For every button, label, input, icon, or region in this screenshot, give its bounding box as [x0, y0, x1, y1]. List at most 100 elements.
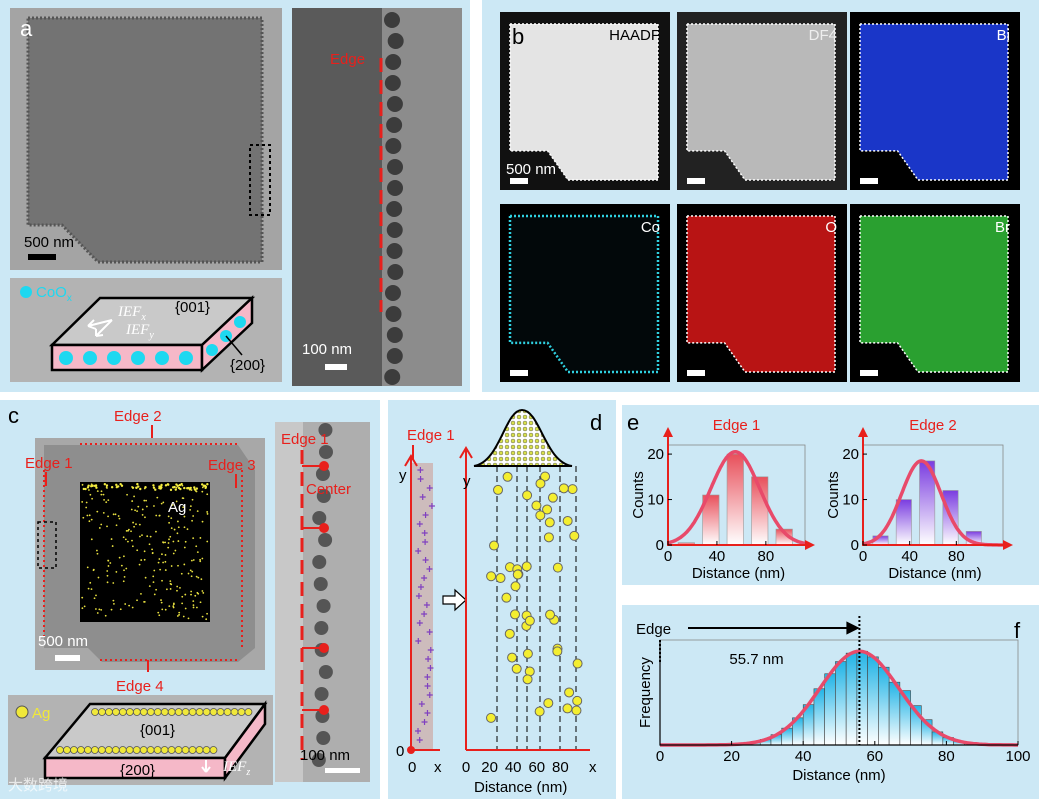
ag-dot: [145, 505, 148, 508]
plus: [417, 476, 424, 482]
nanoparticle: [385, 138, 402, 154]
plus: [417, 467, 424, 473]
legend-label: Ag: [32, 705, 50, 722]
ag-dot: [195, 708, 204, 716]
x-tick-label: 60: [866, 748, 883, 765]
panel-bg: [622, 405, 1039, 585]
ag-dot: [136, 549, 139, 552]
ag-dot: [96, 549, 98, 552]
ag-dot: [165, 588, 168, 591]
ag-dot: [189, 569, 192, 572]
ag-dot: [114, 513, 117, 516]
ag-dot: [170, 527, 173, 530]
ag-dot: [115, 524, 118, 527]
ag-dot: [159, 487, 162, 490]
ag-dot: [167, 708, 176, 716]
scale-bar: [55, 655, 80, 661]
particle-point: [564, 687, 575, 698]
ag-dot: [151, 552, 154, 554]
ag-dot: [94, 608, 97, 610]
panel-label: c: [8, 403, 19, 428]
ag-dot: [96, 510, 99, 513]
ag-dot: [86, 566, 89, 569]
particle: [686, 215, 836, 373]
ag-dot: [88, 489, 90, 491]
ag-dot: [189, 505, 192, 508]
ag-dot: [162, 561, 165, 564]
ag-dot: [199, 560, 202, 563]
ag-dot: [136, 510, 139, 513]
ag-dot: [104, 746, 113, 754]
ag-dot: [125, 708, 134, 716]
axis-label: y: [463, 473, 471, 490]
ag-dot: [107, 565, 110, 567]
facet-label: {001}: [175, 299, 210, 316]
ag-dot: [209, 746, 218, 754]
legend-marker: [20, 286, 32, 298]
ag-dot: [209, 708, 218, 716]
ag-dot: [143, 558, 146, 561]
ag-dot: [190, 593, 192, 596]
panel-a: 500 nm a Edge 100 nm CoOx IEFx IEFy {001…: [0, 0, 470, 392]
ag-dot: [118, 746, 127, 754]
ag-dot: [171, 504, 174, 506]
ag-dot: [191, 498, 194, 501]
plus: [415, 548, 422, 554]
ag-dot: [112, 513, 115, 516]
eds-maps: HAADF DF4 Bi Co O Br: [500, 12, 1020, 382]
nanoparticle: [386, 243, 403, 259]
ag-dot: [205, 618, 208, 621]
ag-dot: [195, 545, 198, 548]
plus: [418, 701, 425, 707]
ag-dot: [160, 483, 163, 487]
ag-dot: [100, 490, 103, 493]
ag-dot: [186, 487, 189, 490]
ag-dot: [115, 483, 118, 487]
ag-dot: [131, 500, 134, 502]
particle-point: [535, 478, 546, 489]
ag-dot: [136, 599, 138, 602]
particle-point: [545, 609, 556, 620]
particle-point: [562, 703, 573, 714]
particle-points: [486, 466, 583, 750]
plus: [422, 539, 429, 545]
ag-dot: [111, 746, 120, 754]
ag-dot: [140, 559, 143, 561]
fit-curve: [667, 450, 806, 546]
ag-dot: [148, 585, 151, 588]
ag-dot: [166, 483, 170, 486]
particle-point: [542, 504, 553, 515]
plus: [424, 710, 431, 716]
axis-label: 0: [408, 759, 416, 776]
particle-point: [486, 712, 497, 723]
ag-dot: [137, 485, 140, 488]
ag-dot: [196, 591, 199, 594]
ag-dot: [109, 562, 112, 564]
ag-dot: [189, 508, 192, 511]
annotation: Edge: [636, 621, 671, 638]
ag-dot: [111, 545, 114, 547]
ag-dot: [167, 542, 170, 544]
marker-label: 55.7 nm: [729, 651, 783, 668]
ag-dot: [105, 708, 113, 716]
bar: [888, 681, 901, 746]
ag-dot: [143, 550, 146, 553]
bar: [878, 666, 890, 746]
ag-dot: [195, 746, 204, 754]
ag-dot: [173, 528, 176, 531]
ag-dot: [186, 528, 189, 531]
ag-dot: [85, 501, 88, 504]
ag-dot: [136, 482, 139, 486]
particle: [859, 23, 1009, 181]
particle-point: [567, 484, 578, 495]
facet-label: {001}: [140, 722, 175, 739]
ag-dot: [120, 484, 124, 487]
ag-dot: [153, 569, 156, 572]
nanoparticle: [386, 96, 403, 112]
ag-dot: [188, 746, 197, 754]
ag-dot: [100, 493, 103, 496]
panel-label: d: [590, 410, 602, 435]
roi-box: [37, 521, 57, 569]
panel-c: Ag Edge 1 Edge 2 Edge 3 Edge 4 500 nm c …: [0, 400, 380, 799]
ag-dot: [145, 499, 147, 502]
